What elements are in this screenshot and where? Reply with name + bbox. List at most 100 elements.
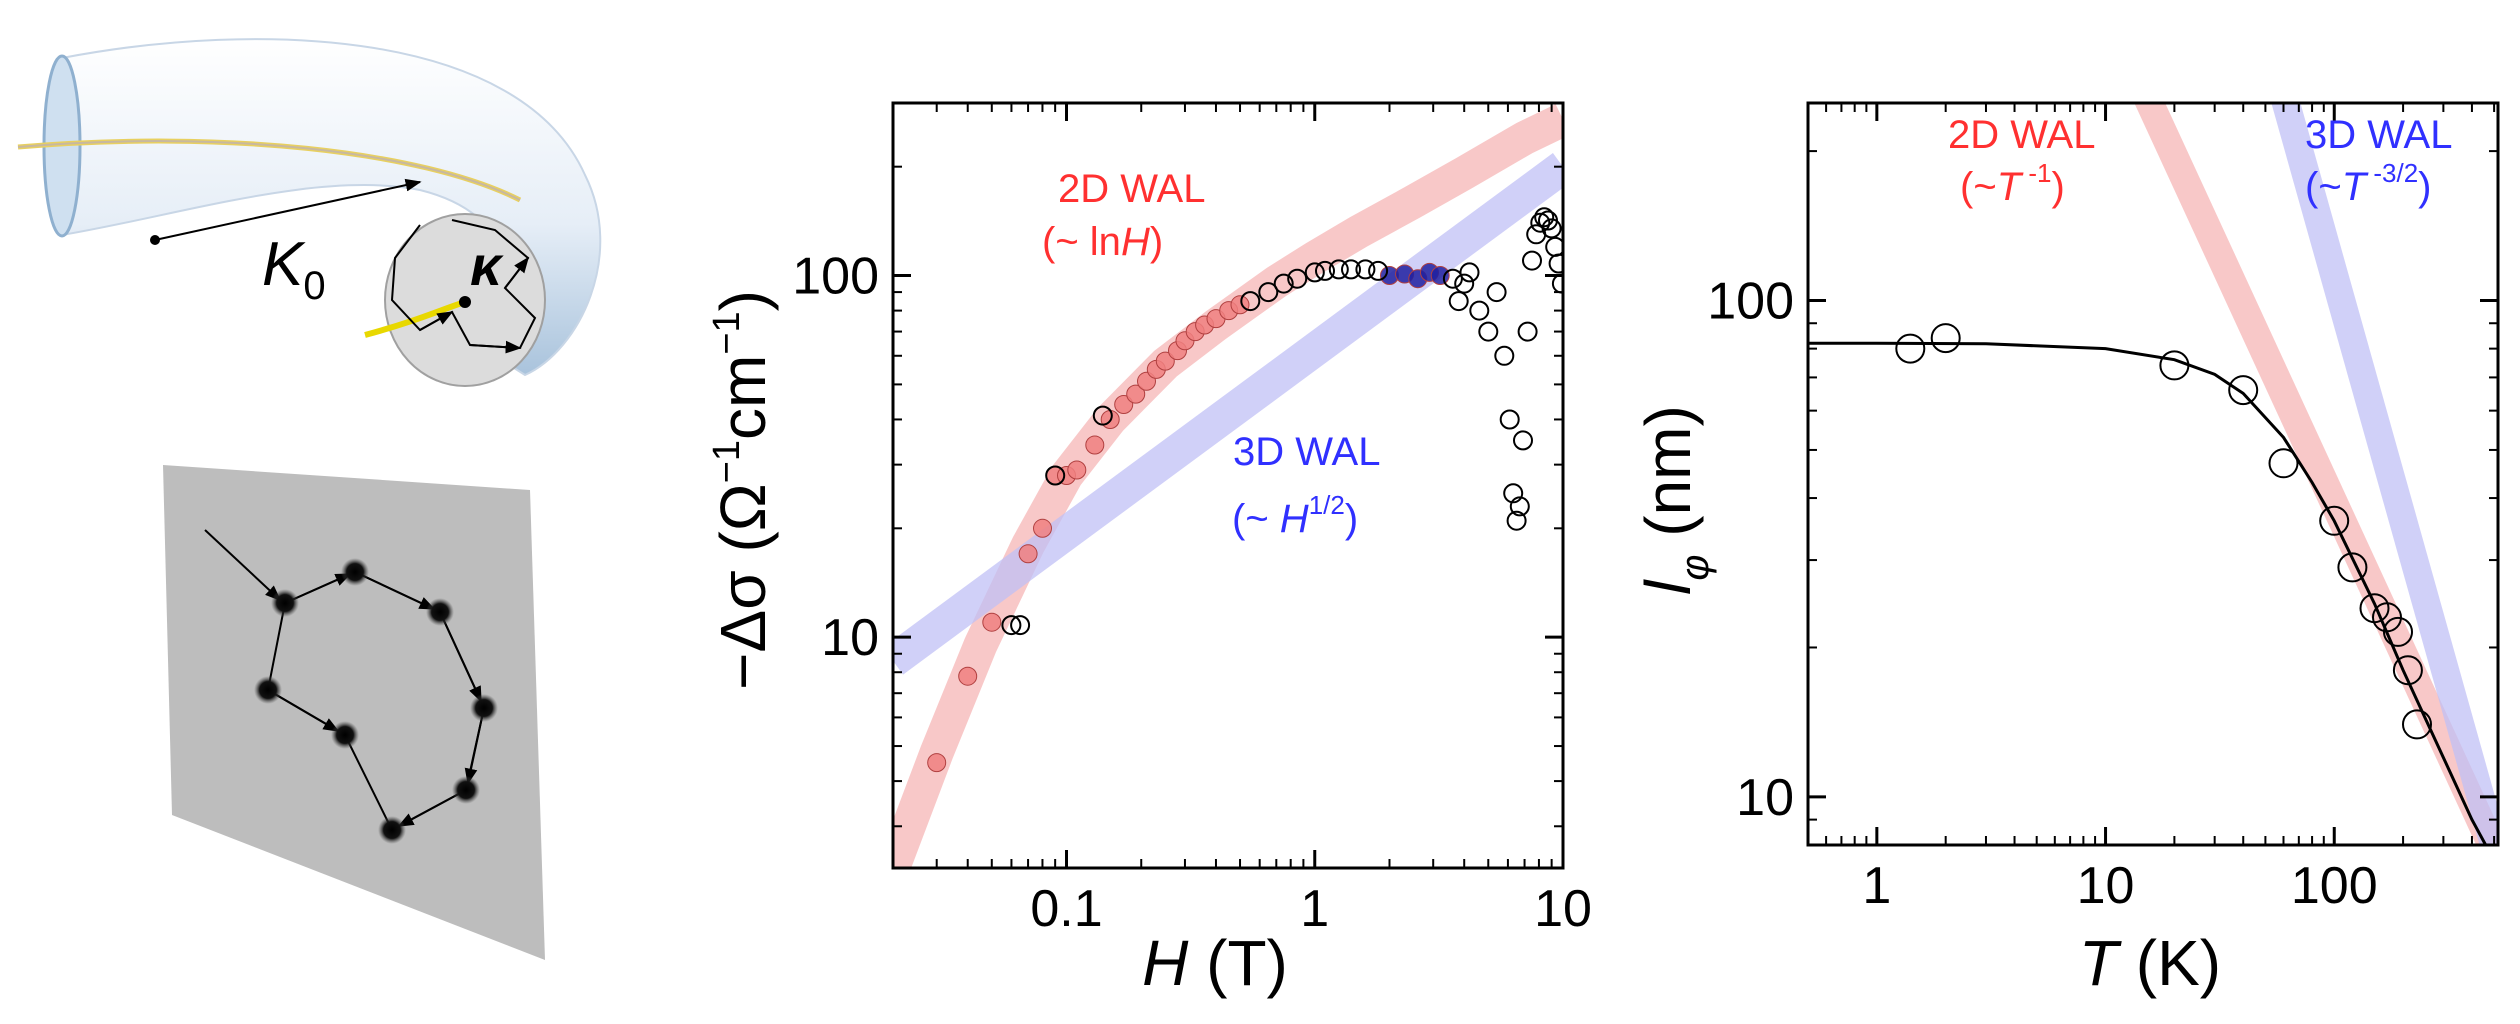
annotation-3d-wal: 3D WAL [2305,113,2452,157]
data-point [1506,510,1527,531]
data-point [1067,460,1087,480]
data-point [1018,544,1038,564]
fit-band-0 [2134,103,2498,845]
data-point [1328,259,1349,280]
data-point [1454,273,1475,294]
chart-magnetoconductance: 0.1 1 10 10 100 H (T) −Δσ (Ω−1cm−1) 2D WAL (… [706,101,1592,999]
data-point [1522,250,1542,271]
data-point [1341,259,1361,280]
data-point [1930,323,1961,354]
data-point [2383,616,2413,647]
fit-band-1 [2271,103,2498,845]
y-tick-label: 100 [1707,273,1794,331]
walk-arrow-3 [504,256,529,289]
cross-section-label: κ [470,234,504,297]
annotation-2d-wal: 2D WAL [1948,113,2095,157]
data-point [1355,259,1376,280]
data-point [1155,351,1175,371]
tube-axis-line-inner [17,140,521,201]
walk-arrow-2 [469,340,522,354]
data-point [1287,268,1308,289]
data-point [1240,291,1261,312]
data-point [1304,262,1325,283]
x-tick-label: 1 [1862,857,1891,915]
data-point [1448,291,1469,312]
data-point [1513,430,1533,451]
data-point [1045,465,1066,486]
data-point [1114,395,1134,414]
data-point [2319,505,2350,536]
data-point [1486,282,1507,303]
scattering-centers [254,558,498,844]
data-point [1534,207,1555,228]
annotation-2d-wal-law: (~ lnH) [1042,220,1163,264]
data-point [1509,496,1530,517]
tube-body [61,38,602,377]
data-point [1368,260,1389,281]
walk-arrow-1 [419,311,454,331]
data-point [1230,295,1250,315]
x-axis-title: T (K) [2079,927,2221,999]
data-point [2228,375,2259,406]
tube-axis-line-out [364,299,466,338]
plane-schematic [163,465,545,960]
x-tick-label: 0.1 [1030,880,1102,938]
data-point [1541,218,1562,239]
data-point [2159,350,2190,381]
data-point [2268,448,2299,479]
y-axis-title: −Δσ (Ω−1cm−1) [706,290,779,690]
data-point [1273,273,1294,294]
data-point [1478,321,1499,342]
x-tick-label: 10 [2077,857,2135,915]
x-tick-label: 1 [1300,880,1329,938]
annotation-3d-wal-law: (~ H1/2) [1232,490,1358,541]
y-tick-label: 10 [1736,769,1794,827]
data-point [958,666,978,686]
data-point [1895,333,1926,364]
data-point [1315,260,1335,281]
data-point [1126,384,1146,404]
data-point [1548,253,1563,274]
tube-schematic: K0 κ [17,38,602,387]
annotation-3d-wal: 3D WAL [1233,430,1380,474]
cross-center-dot [459,296,471,308]
tube-radius-label: K0 [262,230,326,308]
x-axis-title: H (T) [1142,927,1288,999]
annotation-2d-wal: 2D WAL [1058,167,1205,211]
data-point [1517,321,1538,342]
data-point [1494,345,1515,366]
data-point [1459,262,1480,283]
y-axis-title: lφ (nm) [1632,405,1717,595]
data-point [1085,435,1105,455]
annotation-3d-wal-law: (~T -3/2) [2305,158,2431,209]
chart-dephasing-length: 1 10 100 10 100 T (K) lφ (nm) 2D WAL (~T -1)… [1632,101,2500,999]
y-tick-label: 10 [821,609,879,667]
radius-arrow [154,178,422,241]
data-point [1499,409,1520,430]
data-point [1530,212,1551,233]
data-point [1469,300,1490,321]
plane-sheet [163,465,545,960]
data-point [2392,655,2423,686]
data-point [1092,405,1113,426]
data-point [982,612,1002,632]
data-point [1503,483,1524,504]
x-tick-label: 100 [2291,857,2378,915]
walk-entry-arrow [204,529,282,602]
tube-center-dot [150,235,160,245]
data-point [2337,552,2368,583]
data-point [927,753,947,773]
data-point [1033,518,1052,538]
x-tick-label: 10 [1534,880,1592,938]
plot-frame [1806,101,2500,847]
data-point [2402,709,2432,740]
y-tick-label: 100 [792,248,879,306]
data-point [1010,615,1031,636]
plot-frame [891,101,1565,870]
data-point [1001,615,1022,636]
annotation-2d-wal-law: (~T -1) [1960,158,2065,209]
data-point [1430,266,1450,285]
fit-band-1 [893,153,1563,675]
data-point [1258,282,1279,303]
